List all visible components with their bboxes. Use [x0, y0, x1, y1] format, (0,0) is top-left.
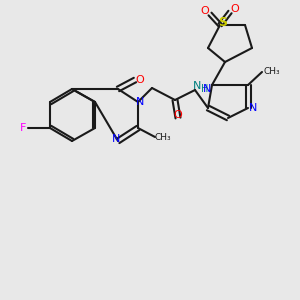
Text: CH₃: CH₃	[155, 133, 171, 142]
Text: CH₃: CH₃	[264, 68, 280, 76]
Text: H: H	[201, 84, 209, 94]
Text: N: N	[112, 134, 120, 144]
Text: N: N	[249, 103, 257, 113]
Text: O: O	[174, 110, 182, 120]
Text: S: S	[218, 16, 227, 29]
Text: O: O	[231, 4, 239, 14]
Text: O: O	[136, 75, 144, 85]
Text: F: F	[20, 123, 26, 133]
Text: N: N	[193, 81, 201, 91]
Text: O: O	[201, 6, 209, 16]
Text: N: N	[136, 97, 144, 107]
Text: N: N	[203, 84, 211, 94]
